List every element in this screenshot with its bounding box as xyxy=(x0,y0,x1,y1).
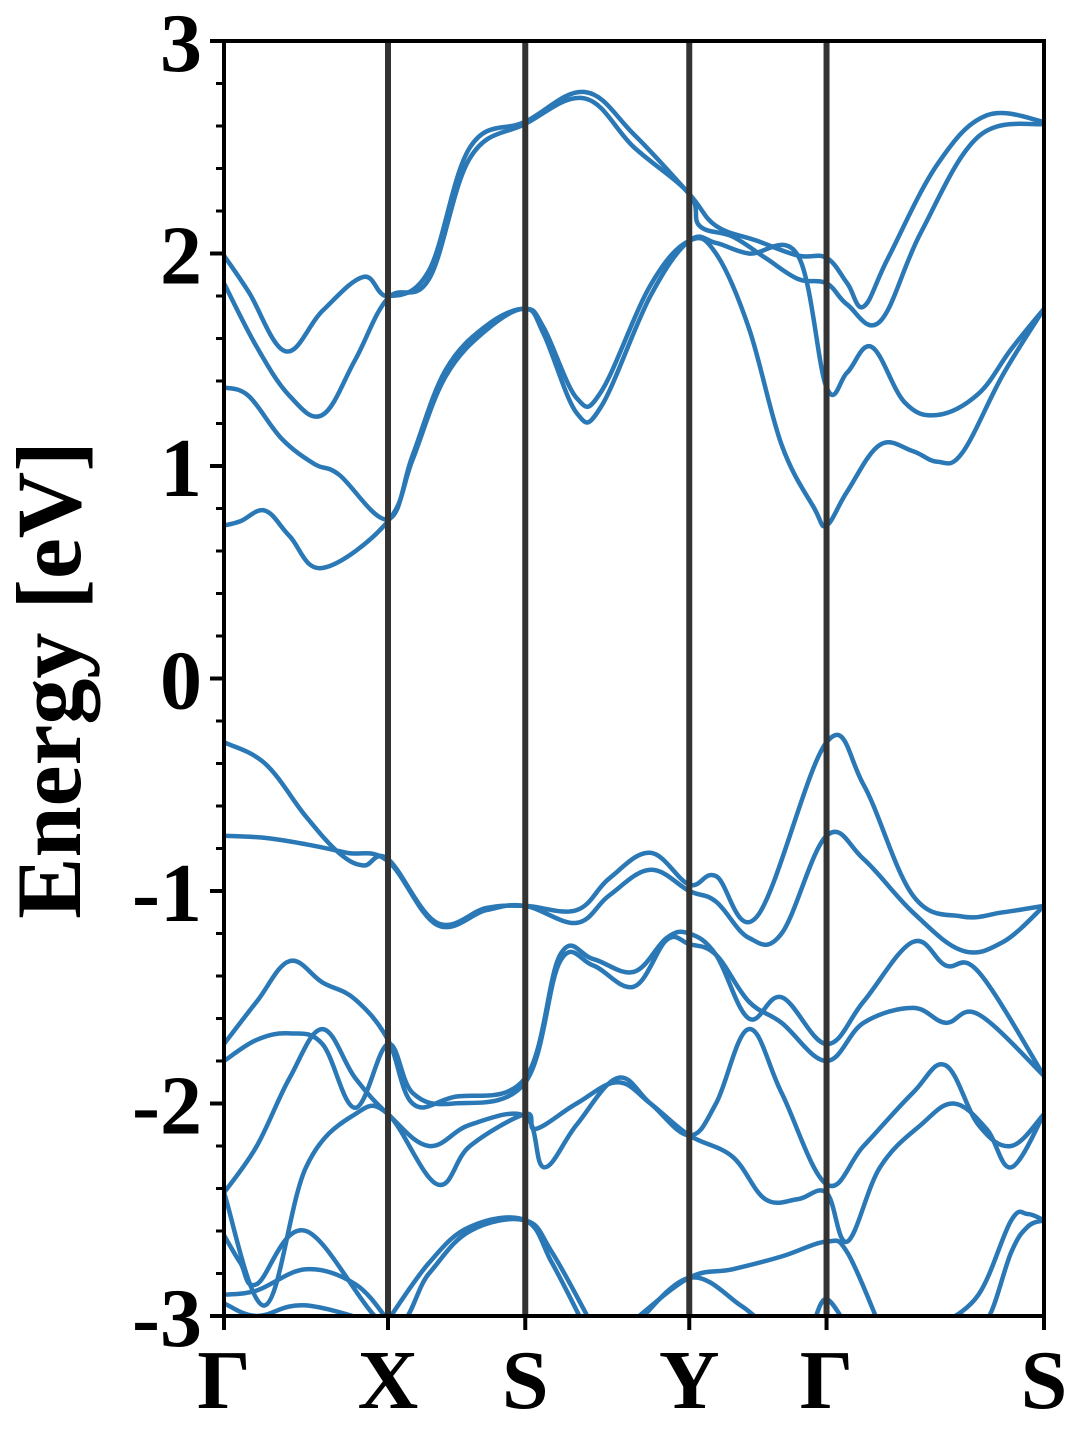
band-line-1 xyxy=(224,89,1044,354)
x-tick-label: Γ xyxy=(800,1334,853,1427)
band-line-11 xyxy=(224,1216,590,1316)
band-line-10 xyxy=(224,1080,1044,1308)
y-tick-label: 0 xyxy=(160,635,202,728)
band-line-4 xyxy=(224,234,1044,571)
y-tick-label: -2 xyxy=(132,1060,202,1153)
band-line-9 xyxy=(224,1026,1044,1196)
band-line-6 xyxy=(224,829,1044,955)
x-tick-label: X xyxy=(358,1334,419,1427)
band-line-13 xyxy=(224,1301,361,1316)
band-line-14 xyxy=(388,1215,582,1316)
x-tick-label: S xyxy=(502,1334,549,1427)
band-line-15 xyxy=(635,1238,879,1316)
y-tick-label: -1 xyxy=(132,847,202,940)
band-line-2 xyxy=(224,95,1044,419)
y-tick-label: 3 xyxy=(160,0,202,90)
band-line-18 xyxy=(949,1218,1044,1316)
y-axis-label: Energy [eV] xyxy=(0,441,100,919)
band-lines xyxy=(224,89,1044,1316)
band-line-7 xyxy=(224,929,1044,1110)
y-tick-label: 2 xyxy=(160,210,202,303)
x-tick-label: S xyxy=(1021,1334,1068,1427)
x-tick-label: Y xyxy=(659,1334,720,1427)
band-line-12 xyxy=(224,1266,388,1316)
band-line-16 xyxy=(640,1275,758,1316)
y-axis-ticks: -3 -2 -1 0 1 2 3 xyxy=(132,0,224,1365)
band-line-3 xyxy=(224,235,1044,529)
band-line-17 xyxy=(813,1296,844,1316)
y-tick-label: 1 xyxy=(160,422,202,515)
x-tick-label: Γ xyxy=(197,1334,250,1427)
band-line-5 xyxy=(224,732,1044,928)
high-symmetry-lines xyxy=(385,41,830,1316)
band-line-8 xyxy=(224,934,1044,1111)
band-line-19 xyxy=(950,1209,1044,1316)
y-tick-label: -3 xyxy=(132,1272,202,1365)
